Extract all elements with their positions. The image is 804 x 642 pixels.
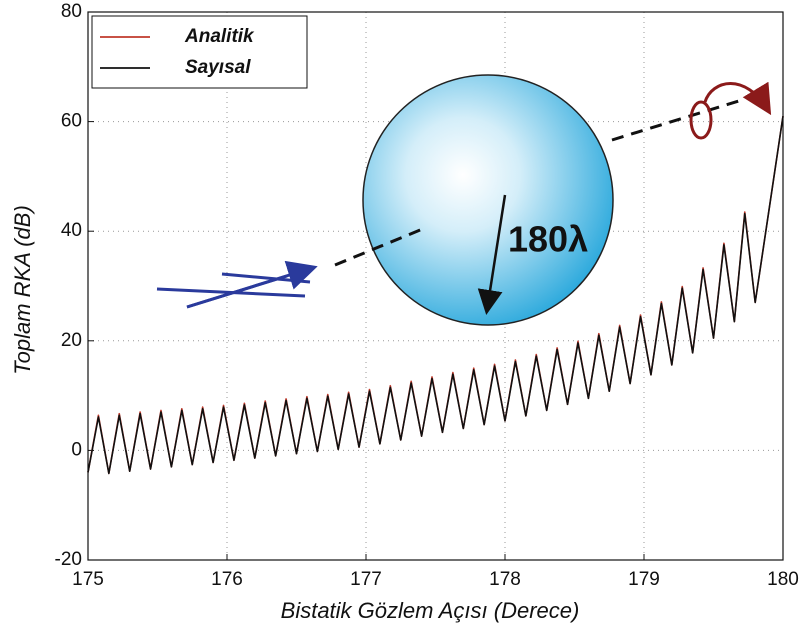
legend: Analitik Sayısal: [91, 15, 308, 89]
y-tick-label: 80: [61, 1, 82, 22]
annotation: 180λ: [508, 219, 588, 260]
series-line: [87, 116, 784, 475]
legend-box: [91, 15, 308, 89]
y-tick-label: 40: [61, 220, 82, 241]
x-axis-label: Bistatik Gözlem Açısı (Derece): [281, 598, 580, 623]
y-tick-label: 60: [61, 111, 82, 132]
dashed-line: [611, 98, 743, 142]
y-tick-label: 0: [71, 439, 82, 460]
x-tick-label: 175: [72, 569, 104, 590]
incident-wave: [156, 260, 318, 309]
legend-label: Sayısal: [185, 57, 251, 78]
x-tick-label: 180: [767, 569, 799, 590]
curved-arrow: [703, 81, 772, 116]
dashed-line: [334, 226, 426, 267]
x-tick-label: 179: [628, 569, 660, 590]
y-tick-label: -20: [55, 549, 82, 570]
radius-arrow: [477, 194, 507, 315]
sphere: [362, 74, 614, 326]
illustration: 180λ: [156, 74, 772, 326]
x-tick-label: 176: [211, 569, 243, 590]
plot-lines: [87, 116, 784, 475]
polarization-loop: [689, 100, 713, 140]
x-tick-label: 178: [489, 569, 521, 590]
y-tick-label: 20: [61, 330, 82, 351]
legend-label: Analitik: [184, 26, 255, 47]
plot-frame: [87, 11, 784, 561]
x-tick-label: 177: [350, 569, 382, 590]
y-axis-label: Toplam RKA (dB): [10, 205, 35, 375]
